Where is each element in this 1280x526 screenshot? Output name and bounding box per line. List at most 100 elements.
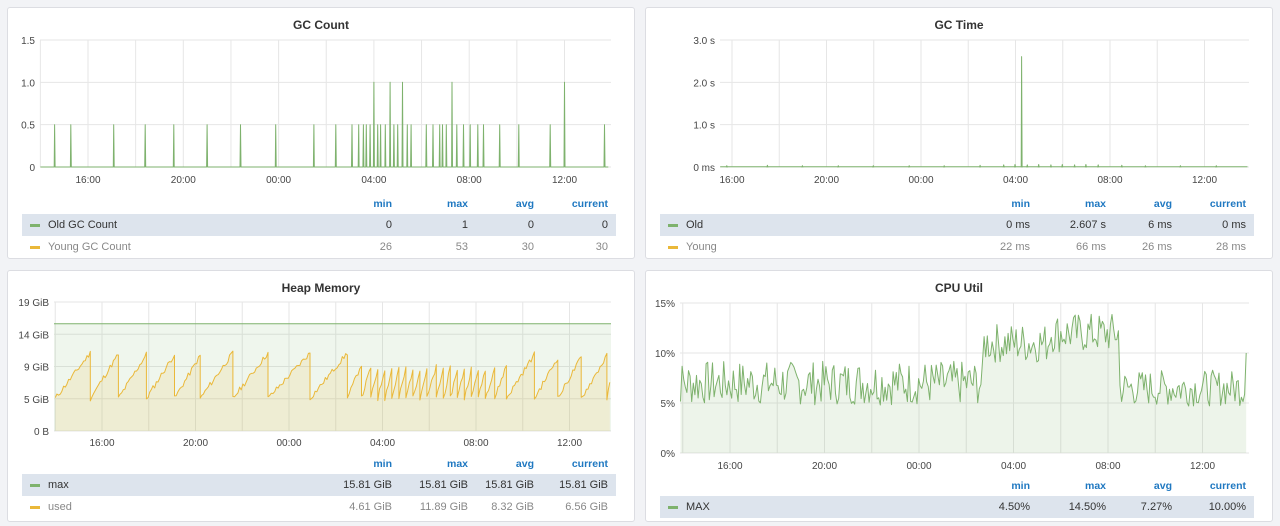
chart-gc-time: 0 ms 1.0 s 2.0 s 3.0 s 16:00 20:00 00:00 04:00 0… xyxy=(693,36,1249,186)
legend-series[interactable]: Old xyxy=(660,219,970,231)
panel-title[interactable]: GC Time xyxy=(934,18,984,32)
legend-value-min: 15.81 GiB xyxy=(343,479,392,491)
legend-series-name[interactable]: MAX xyxy=(686,501,710,513)
panel-heap-memory: Heap Memory 0 B 5 GiB 9 GiB 14 GiB 19 GiB 16:… xyxy=(7,270,635,522)
legend-header-max[interactable]: max xyxy=(446,458,468,470)
legend-value-max: 2.607 s xyxy=(1069,219,1106,231)
legend-header-max[interactable]: max xyxy=(446,198,468,210)
legend-row[interactable]: used 4.61 GiB 11.89 GiB 8.32 GiB 6.56 GiB xyxy=(22,496,616,518)
legend-series[interactable]: used xyxy=(22,501,332,513)
legend-series[interactable]: Old GC Count xyxy=(22,219,332,231)
legend-row[interactable]: max 15.81 GiB 15.81 GiB 15.81 GiB 15.81 GiB xyxy=(22,474,616,496)
legend-header-avg[interactable]: avg xyxy=(515,198,534,210)
legend-gc-count: min max avg current Old GC Count 0 1 0 0 Young GC… xyxy=(22,194,616,258)
legend-header-current[interactable]: current xyxy=(1209,198,1246,210)
x-tick-label: 08:00 xyxy=(1097,175,1122,186)
series-area-MAX xyxy=(680,314,1247,453)
x-tick-label: 16:00 xyxy=(75,175,100,186)
legend-value-avg: 7.27% xyxy=(1140,501,1172,513)
legend-header-min[interactable]: min xyxy=(1011,198,1030,210)
legend-swatch[interactable] xyxy=(668,223,678,227)
legend-series-name[interactable]: Young GC Count xyxy=(48,241,131,253)
legend-value-min: 22 ms xyxy=(1000,241,1030,253)
legend-value-current: 15.81 GiB xyxy=(559,479,608,491)
legend-header: min max avg current xyxy=(660,194,1254,214)
x-tick-label: 04:00 xyxy=(361,175,386,186)
legend-header-current[interactable]: current xyxy=(1209,480,1246,492)
panel-title[interactable]: Heap Memory xyxy=(281,281,361,295)
legend-row[interactable]: Old GC Count 0 1 0 0 xyxy=(22,214,616,236)
legend-header-current[interactable]: current xyxy=(571,458,608,470)
x-tick-label: 16:00 xyxy=(717,461,742,472)
legend-value-avg: 6 ms xyxy=(1148,219,1172,231)
legend-header: min max avg current xyxy=(22,194,616,214)
x-tick-label: 00:00 xyxy=(906,461,931,472)
y-tick-label: 15% xyxy=(655,299,675,310)
legend-header-min[interactable]: min xyxy=(1011,480,1030,492)
x-tick-label: 20:00 xyxy=(171,175,196,186)
legend-swatch[interactable] xyxy=(668,505,678,509)
legend-series-name[interactable]: Old GC Count xyxy=(48,219,118,231)
chart-gc-count: 0 0.5 1.0 1.5 16:00 20:00 00:00 04:00 08:00 12:00 xyxy=(21,36,611,186)
legend-series-name[interactable]: Young xyxy=(686,241,717,253)
x-tick-label: 04:00 xyxy=(1001,461,1026,472)
legend-value-min: 0 xyxy=(385,219,392,231)
legend-value-current: 0 xyxy=(601,219,608,231)
panel-cpu-util: CPU Util 0% 5% 10% 15% 16:00 20:00 00:00 04:00 0… xyxy=(645,270,1273,522)
y-tick-label: 0.5 xyxy=(21,121,35,132)
panel-title[interactable]: CPU Util xyxy=(935,281,983,295)
x-tick-label: 00:00 xyxy=(276,438,301,449)
legend-heap-memory: min max avg current max 15.81 GiB 15.81 GiB 15.… xyxy=(22,454,616,518)
legend-series-name[interactable]: used xyxy=(48,501,72,513)
legend-series-name[interactable]: max xyxy=(48,479,69,491)
legend-header-max[interactable]: max xyxy=(1084,198,1106,210)
legend-value-avg: 8.32 GiB xyxy=(491,501,534,513)
legend-row[interactable]: Young GC Count 26 53 30 30 xyxy=(22,236,616,258)
y-tick-label: 14 GiB xyxy=(18,330,49,341)
panel-gc-time: GC Time 0 ms 1.0 s 2.0 s 3.0 s 16:00 20:00 00:… xyxy=(645,7,1273,259)
legend-header-min[interactable]: min xyxy=(373,458,392,470)
legend-series[interactable]: Young xyxy=(660,241,970,253)
series-line-old-gc-count xyxy=(40,81,609,168)
panel-title[interactable]: GC Count xyxy=(293,18,349,32)
legend-header-current[interactable]: current xyxy=(571,198,608,210)
legend-header-avg[interactable]: avg xyxy=(515,458,534,470)
x-tick-label: 20:00 xyxy=(814,175,839,186)
legend-row[interactable]: Young 22 ms 66 ms 26 ms 28 ms xyxy=(660,236,1254,258)
x-tick-label: 00:00 xyxy=(908,175,933,186)
x-tick-label: 16:00 xyxy=(89,438,114,449)
y-tick-label: 1.0 s xyxy=(693,121,715,132)
legend-swatch[interactable] xyxy=(30,505,40,509)
legend-header-max[interactable]: max xyxy=(1084,480,1106,492)
x-tick-label: 16:00 xyxy=(719,175,744,186)
legend-swatch[interactable] xyxy=(30,483,40,487)
chart-heap-memory: 0 B 5 GiB 9 GiB 14 GiB 19 GiB 16:00 20:00 00:00… xyxy=(18,298,611,449)
legend-value-current: 28 ms xyxy=(1216,241,1246,253)
legend-header-min[interactable]: min xyxy=(373,198,392,210)
y-tick-label: 5 GiB xyxy=(24,395,49,406)
legend-header-avg[interactable]: avg xyxy=(1153,198,1172,210)
x-tick-label: 04:00 xyxy=(1003,175,1028,186)
legend-row[interactable]: Old 0 ms 2.607 s 6 ms 0 ms xyxy=(660,214,1254,236)
panel-gc-count: GC Count 0 0.5 1.0 1.5 16:00 20:00 00:00 04:00 0… xyxy=(7,7,635,259)
legend-header-avg[interactable]: avg xyxy=(1153,480,1172,492)
legend-value-max: 11.89 GiB xyxy=(419,501,468,513)
y-tick-label: 0% xyxy=(661,449,676,460)
legend-series[interactable]: MAX xyxy=(660,501,970,513)
legend-swatch[interactable] xyxy=(30,223,40,227)
legend-swatch[interactable] xyxy=(30,245,40,249)
y-tick-label: 10% xyxy=(655,349,675,360)
y-tick-label: 0 ms xyxy=(693,163,715,174)
y-tick-label: 5% xyxy=(661,399,676,410)
legend-header: min max avg current xyxy=(660,476,1254,496)
legend-series-name[interactable]: Old xyxy=(686,219,704,231)
legend-series[interactable]: Young GC Count xyxy=(22,241,332,253)
legend-row[interactable]: MAX 4.50% 14.50% 7.27% 10.00% xyxy=(660,496,1254,518)
y-tick-label: 1.5 xyxy=(21,36,35,47)
legend-series[interactable]: max xyxy=(22,479,332,491)
y-tick-label: 0 B xyxy=(34,427,49,438)
legend-swatch[interactable] xyxy=(668,245,678,249)
y-tick-label: 1.0 xyxy=(21,78,35,89)
legend-value-min: 0 ms xyxy=(1006,219,1030,231)
y-tick-label: 19 GiB xyxy=(18,298,49,309)
